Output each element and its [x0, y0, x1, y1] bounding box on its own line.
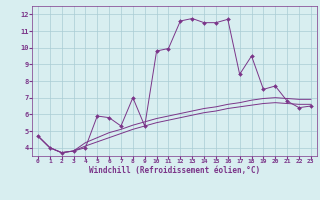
X-axis label: Windchill (Refroidissement éolien,°C): Windchill (Refroidissement éolien,°C) — [89, 166, 260, 175]
